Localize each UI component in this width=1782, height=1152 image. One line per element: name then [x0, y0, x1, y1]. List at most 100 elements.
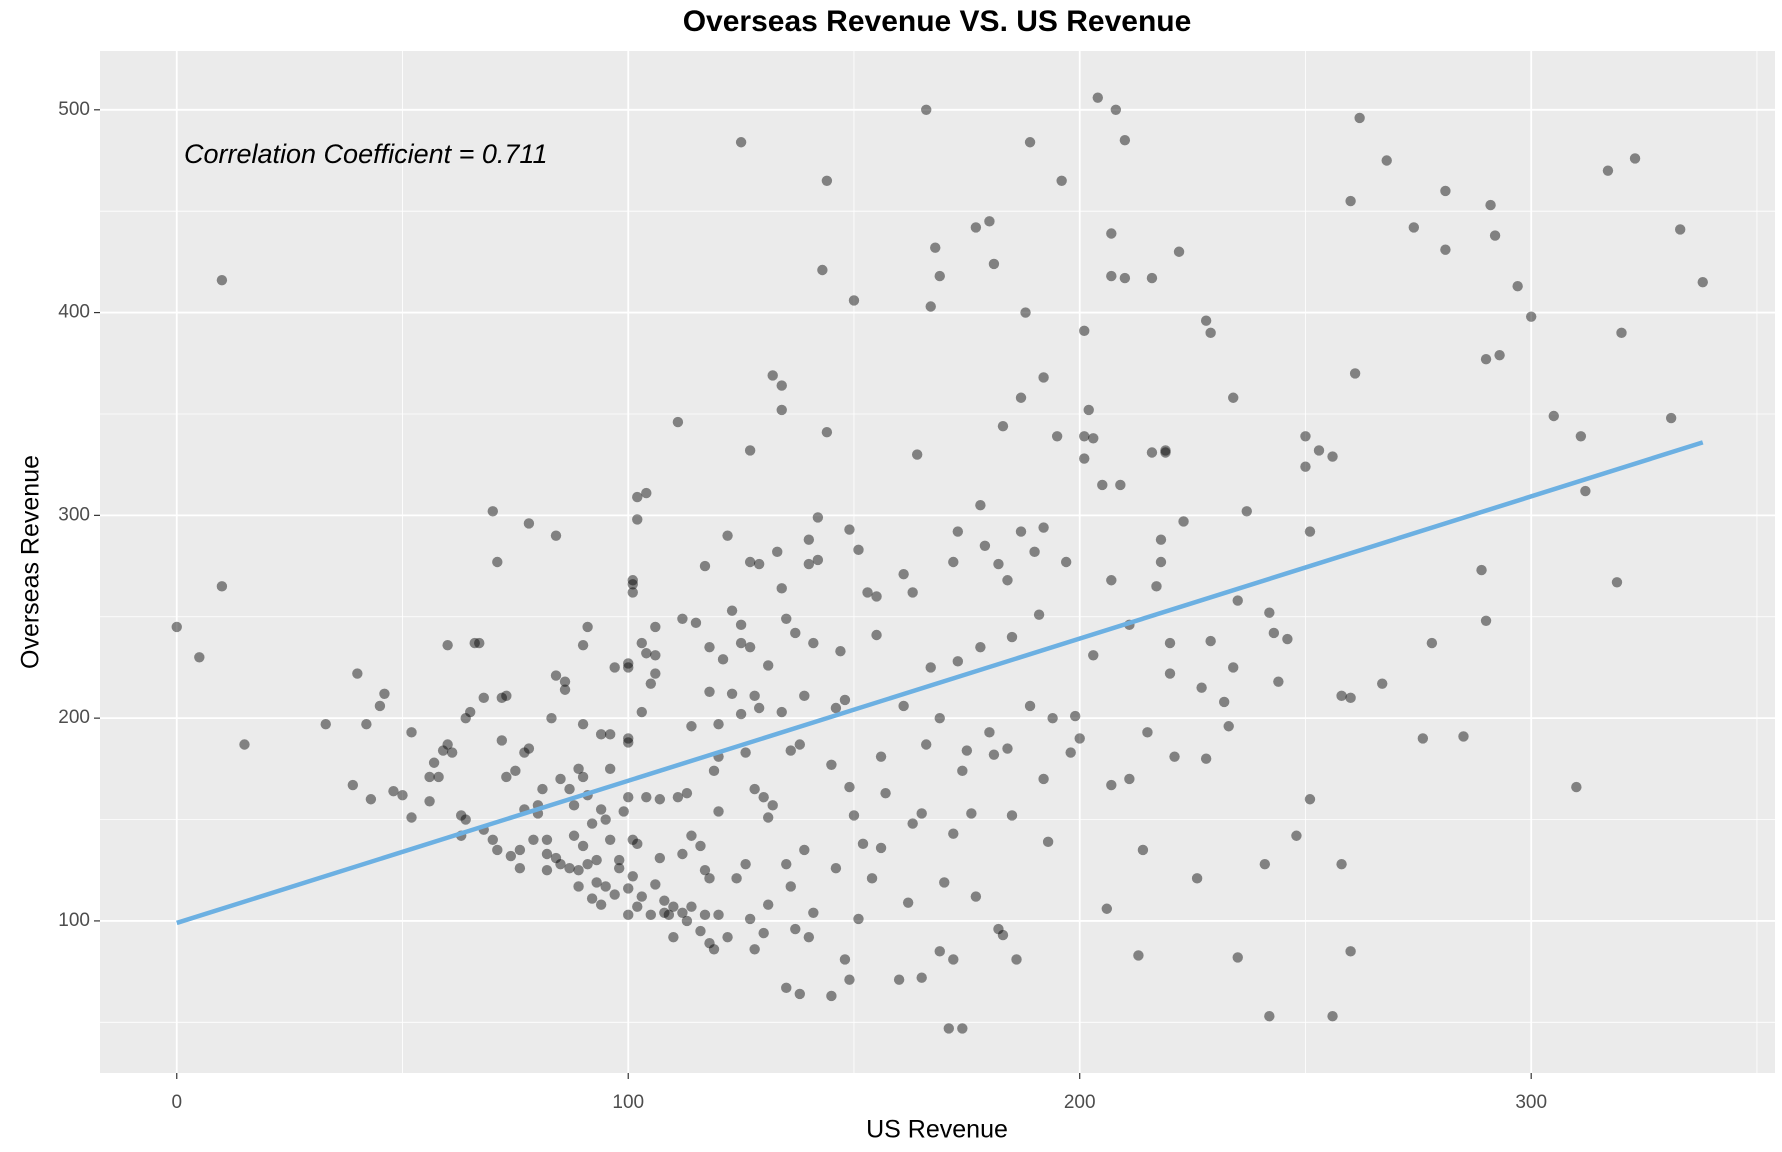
point — [708, 944, 720, 955]
point — [984, 727, 995, 738]
point — [781, 613, 792, 624]
point — [623, 909, 634, 921]
point — [442, 739, 453, 750]
point — [695, 925, 706, 937]
point — [623, 733, 634, 744]
point — [546, 712, 557, 724]
point — [1548, 410, 1559, 422]
point — [677, 848, 688, 860]
point — [555, 858, 566, 870]
point — [1417, 733, 1429, 744]
point — [690, 617, 702, 629]
point — [857, 838, 869, 850]
point — [1205, 327, 1216, 339]
point — [911, 449, 923, 460]
point — [966, 808, 977, 819]
point — [1056, 175, 1067, 186]
point — [997, 929, 1009, 941]
point — [776, 706, 787, 718]
point — [1124, 773, 1135, 785]
point — [1196, 682, 1207, 693]
point — [1440, 244, 1451, 255]
point — [1146, 272, 1158, 284]
point — [758, 927, 769, 939]
point — [627, 871, 638, 882]
point — [496, 692, 508, 704]
point — [559, 676, 571, 687]
point — [663, 909, 675, 921]
point — [735, 637, 747, 649]
point — [1349, 368, 1361, 379]
point — [952, 526, 964, 537]
point — [740, 858, 751, 870]
point — [767, 800, 778, 811]
point — [1083, 404, 1094, 416]
point — [1629, 153, 1641, 164]
point — [708, 765, 720, 777]
point — [352, 668, 363, 679]
point — [695, 840, 706, 852]
point — [753, 702, 765, 714]
point — [492, 844, 503, 856]
point — [650, 879, 661, 890]
y-tick-label: 500 — [58, 99, 90, 120]
point — [541, 834, 553, 846]
point — [1155, 534, 1167, 545]
point — [898, 700, 909, 712]
point — [428, 757, 440, 768]
point — [437, 745, 449, 756]
point — [988, 258, 1000, 270]
point — [406, 812, 417, 823]
point — [347, 779, 359, 791]
point — [749, 944, 760, 955]
point — [1200, 315, 1212, 326]
point — [848, 295, 860, 306]
point — [586, 818, 598, 829]
point — [528, 834, 539, 846]
point — [1345, 195, 1356, 207]
point — [1106, 228, 1117, 239]
point — [623, 792, 634, 803]
point — [1047, 712, 1058, 724]
point — [424, 796, 435, 807]
point — [1336, 858, 1347, 870]
point — [1079, 431, 1090, 442]
point — [514, 862, 526, 874]
point — [460, 814, 471, 825]
point — [523, 518, 535, 529]
point — [604, 763, 616, 775]
point — [1097, 479, 1108, 491]
point — [686, 901, 697, 912]
point — [627, 834, 638, 846]
point — [1259, 858, 1271, 870]
point — [568, 830, 580, 841]
point — [1381, 155, 1392, 166]
point — [988, 749, 1000, 760]
point — [871, 591, 882, 602]
point — [1106, 270, 1117, 282]
point — [821, 175, 833, 186]
point — [641, 648, 652, 659]
point — [1079, 325, 1090, 337]
point — [1273, 676, 1284, 687]
point — [1232, 595, 1243, 606]
point — [984, 216, 995, 227]
point — [839, 954, 851, 965]
point — [817, 264, 828, 276]
point — [320, 719, 331, 730]
point — [1268, 627, 1280, 639]
point — [749, 690, 760, 702]
point — [812, 554, 824, 566]
point — [550, 530, 562, 541]
point — [505, 850, 517, 862]
point — [609, 889, 620, 900]
point — [216, 581, 228, 592]
point — [970, 891, 982, 902]
point — [916, 808, 927, 819]
point — [1480, 354, 1492, 365]
point — [848, 810, 860, 821]
point — [523, 743, 535, 754]
point — [365, 794, 377, 805]
point — [744, 445, 756, 456]
point — [1205, 635, 1216, 647]
